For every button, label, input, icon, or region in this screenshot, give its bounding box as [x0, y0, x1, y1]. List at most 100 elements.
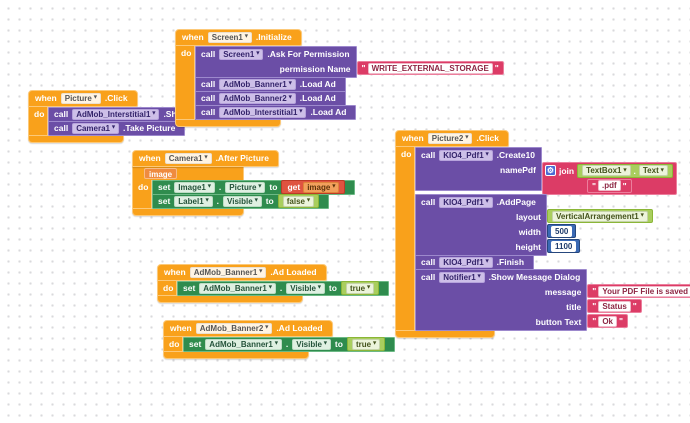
call-finish-block[interactable]: call KIO4_Pdf1 ▾ .Finish	[415, 254, 535, 270]
text-string-value[interactable]: Status	[598, 300, 631, 312]
component-dropdown[interactable]: Notifier1 ▾	[439, 271, 485, 283]
component-dropdown[interactable]: TextBox1 ▾	[582, 165, 631, 176]
text-string-block[interactable]: " WRITE_EXTERNAL_STORAGE "	[356, 61, 504, 75]
call-show-message-dialog-block[interactable]: call Notifier1 ▾ .Show Message Dialog mes…	[415, 268, 690, 331]
dropdown-label: VerticalArrangement1	[556, 211, 639, 221]
property-dropdown[interactable]: Visible ▾	[286, 282, 325, 294]
method-name: .Ask For Permission	[267, 49, 350, 59]
method-name: .Create10	[496, 150, 535, 160]
call-add-page-block[interactable]: call KIO4_Pdf1 ▾ .AddPage layout width he…	[415, 193, 653, 256]
text-string-value[interactable]: Your PDF File is saved	[598, 285, 690, 297]
component-dropdown[interactable]: AdMob_Interstitial1 ▾	[219, 106, 307, 118]
component-dropdown[interactable]: Screen1 ▾	[219, 48, 264, 60]
set-banner-visible-block[interactable]: set AdMob_Banner1 ▾ . Visible ▾ to true ▾	[183, 336, 396, 352]
component-dropdown[interactable]: KIO4_Pdf1 ▾	[439, 256, 493, 268]
logic-dropdown[interactable]: false ▾	[282, 195, 314, 207]
parameter-image-chip[interactable]: image	[144, 167, 178, 179]
call-row: call KIO4_Pdf1 ▾ .Create10	[416, 148, 541, 163]
property-dropdown[interactable]: Text ▾	[638, 165, 668, 176]
call-load-banner2-block[interactable]: call AdMob_Banner2 ▾ .Load Ad	[195, 90, 346, 106]
component-dropdown[interactable]: AdMob_Banner1 ▾	[205, 338, 282, 350]
set-label-visible-block[interactable]: set Label1 ▾ . Visible ▾ to false ▾	[152, 193, 329, 209]
do-keyword: do	[169, 338, 180, 349]
get-variable-block[interactable]: get image ▾	[281, 180, 346, 194]
dropdown-label: KIO4_Pdf1	[443, 150, 484, 160]
logic-dropdown[interactable]: true ▾	[345, 282, 375, 294]
component-dropdown[interactable]: KIO4_Pdf1 ▾	[439, 149, 493, 161]
text-string-block[interactable]: " Your PDF File is saved "	[587, 284, 690, 298]
number-value[interactable]: 500	[551, 225, 573, 237]
property-dropdown[interactable]: Visible ▾	[292, 338, 331, 350]
component-dropdown[interactable]: AdMob_Banner1 ▾	[219, 78, 296, 90]
set-image-picture-block[interactable]: set Image1 ▾ . Picture ▾ to get image ▾	[152, 179, 356, 195]
banner2-ad-loaded-event-block[interactable]: when AdMob_Banner2 ▾ .Ad Loaded do set Ad…	[163, 318, 396, 359]
text-string-value[interactable]: Ok	[598, 315, 617, 327]
text-string-block[interactable]: " Ok "	[587, 314, 629, 328]
open-quote: "	[592, 301, 597, 311]
property-dropdown[interactable]: Picture ▾	[225, 181, 266, 193]
join-text-block[interactable]: ⚙ join TextBox1 ▾ . Text ▾ " .pdf	[541, 161, 677, 195]
call-keyword: call	[201, 79, 216, 89]
event-header[interactable]: when AdMob_Banner1 ▾ .Ad Loaded	[157, 263, 327, 281]
text-string-value[interactable]: WRITE_EXTERNAL_STORAGE	[367, 62, 493, 74]
variable-dropdown[interactable]: image ▾	[303, 181, 340, 193]
text-string-block[interactable]: " Status "	[587, 299, 642, 313]
text-string-value[interactable]: .pdf	[597, 180, 621, 191]
number-value[interactable]: 1100	[551, 240, 577, 252]
logic-false-block[interactable]: false ▾	[277, 194, 319, 208]
banner1-ad-loaded-event-block[interactable]: when AdMob_Banner1 ▾ .Ad Loaded do set Ad…	[157, 262, 390, 303]
component-dropdown[interactable]: AdMob_Banner2 ▾	[219, 92, 296, 104]
component-dropdown[interactable]: Label1 ▾	[174, 195, 213, 207]
dropdown-label: Picture	[64, 93, 92, 103]
method-name: .Take Picture	[123, 123, 176, 133]
component-dropdown[interactable]: AdMob_Interstitial1 ▾	[72, 108, 160, 120]
textbox-text-getter-block[interactable]: TextBox1 ▾ . Text ▾	[577, 163, 673, 178]
dropdown-caret-icon: ▾	[465, 134, 469, 141]
component-dropdown[interactable]: AdMob_Banner1 ▾	[189, 266, 267, 278]
call-load-banner1-block[interactable]: call AdMob_Banner1 ▾ .Load Ad	[195, 76, 346, 92]
component-dropdown[interactable]: AdMob_Banner2 ▾	[195, 322, 273, 334]
component-dropdown[interactable]: Screen1 ▾	[207, 31, 252, 43]
logic-true-block[interactable]: true ▾	[346, 337, 386, 351]
call-load-interstitial-block[interactable]: call AdMob_Interstitial1 ▾ .Load Ad	[195, 104, 357, 120]
call-row: call Screen1 ▾ .Ask For Permission	[196, 47, 356, 62]
when-keyword: when	[182, 32, 204, 42]
call-keyword: call	[54, 123, 69, 133]
dropdown-label: KIO4_Pdf1	[443, 197, 484, 207]
mutator-gear-icon[interactable]: ⚙	[544, 165, 556, 176]
screen1-initialize-event-block[interactable]: when Screen1 ▾ .Initialize do call Screen…	[175, 27, 504, 127]
call-create-pdf-block[interactable]: call KIO4_Pdf1 ▾ .Create10 namePdf ⚙ join	[415, 146, 677, 195]
dropdown-caret-icon: ▾	[660, 167, 664, 173]
call-take-picture-block[interactable]: call Camera1 ▾ .Take Picture	[48, 120, 186, 136]
component-dropdown[interactable]: KIO4_Pdf1 ▾	[439, 196, 493, 208]
property-dropdown[interactable]: Visible ▾	[223, 195, 262, 207]
component-dropdown[interactable]: Picture ▾	[60, 92, 101, 104]
camera-after-picture-event-block[interactable]: when Camera1 ▾ .After Picture image do se…	[132, 148, 356, 216]
event-header[interactable]: when Screen1 ▾ .Initialize	[175, 28, 302, 46]
component-dropdown[interactable]: Camera1 ▾	[164, 152, 212, 164]
call-keyword: call	[201, 107, 216, 117]
logic-dropdown[interactable]: true ▾	[351, 338, 381, 350]
close-quote: "	[622, 180, 627, 191]
vertical-arrangement-getter-block[interactable]: VerticalArrangement1 ▾	[547, 209, 653, 223]
event-header[interactable]: when AdMob_Banner2 ▾ .Ad Loaded	[163, 319, 333, 337]
text-string-block[interactable]: " .pdf "	[586, 178, 632, 193]
set-banner-visible-block[interactable]: set AdMob_Banner1 ▾ . Visible ▾ to true ▾	[177, 280, 390, 296]
event-header[interactable]: when Camera1 ▾ .After Picture	[132, 149, 279, 167]
picture2-click-event-block[interactable]: when Picture2 ▾ .Click do call KIO4_Pdf1 ▾…	[395, 128, 690, 338]
number-height-block[interactable]: 1100	[547, 239, 581, 253]
call-ask-permission-block[interactable]: call Screen1 ▾ .Ask For Permission permis…	[195, 45, 504, 78]
method-name: .Load Ad	[310, 107, 347, 117]
component-dropdown[interactable]: Picture2 ▾	[427, 132, 473, 144]
dropdown-label: false	[286, 196, 305, 206]
event-header[interactable]: when Picture2 ▾ .Click	[395, 129, 510, 147]
dot-separator: .	[218, 182, 222, 192]
event-header[interactable]: when Picture ▾ .Click	[28, 89, 138, 107]
component-dropdown[interactable]: VerticalArrangement1 ▾	[552, 210, 648, 222]
logic-true-block[interactable]: true ▾	[340, 281, 380, 295]
component-dropdown[interactable]: Camera1 ▾	[72, 122, 120, 134]
component-dropdown[interactable]: Image1 ▾	[174, 181, 215, 193]
component-dropdown[interactable]: AdMob_Banner1 ▾	[199, 282, 276, 294]
number-width-block[interactable]: 500	[547, 224, 577, 238]
